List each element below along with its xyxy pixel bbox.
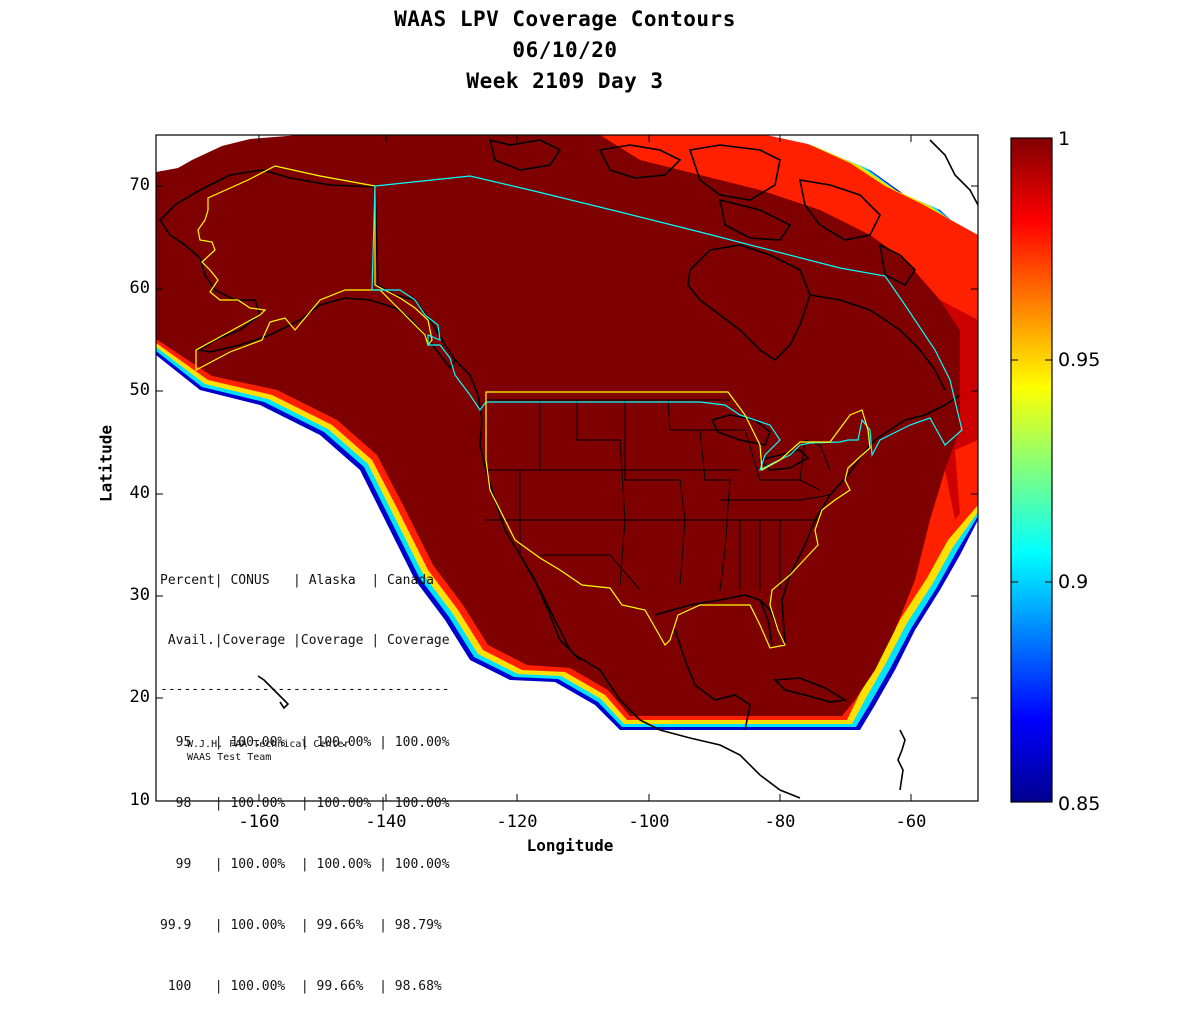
alaska-outline xyxy=(195,165,433,371)
coverage-contours xyxy=(156,135,978,730)
stats-row: 99 | 100.00% | 100.00% | 100.00% xyxy=(160,856,450,872)
chart-title: WAAS LPV Coverage Contours xyxy=(394,7,736,31)
stats-row: 100 | 100.00% | 99.66% | 98.68% xyxy=(160,978,442,994)
colorbar-tick-label: 0.85 xyxy=(1058,793,1101,815)
colorbar-tick-label: 1 xyxy=(1058,128,1071,150)
x-tick-label: -140 xyxy=(365,812,407,832)
colorbar-ticks xyxy=(1011,359,1052,583)
conus-outline xyxy=(485,391,871,649)
y-tick-label: 70 xyxy=(129,175,150,195)
coverage-stats-table: Percent| CONUS | Alaska | Canada Avail.|… xyxy=(160,530,450,1017)
x-tick-label: -120 xyxy=(496,812,538,832)
stats-row: 99.9 | 100.00% | 99.66% | 98.79% xyxy=(160,917,442,933)
chart-week-day: Week 2109 Day 3 xyxy=(466,69,664,93)
y-axis-label: Latitude xyxy=(96,424,116,503)
region-outlines xyxy=(195,165,963,649)
x-axis-label: Longitude xyxy=(526,836,614,855)
plot-frame xyxy=(155,134,979,802)
x-tick-label: -160 xyxy=(238,812,280,832)
x-tick-label: -100 xyxy=(628,812,670,832)
y-tick-label: 40 xyxy=(129,483,150,503)
stats-row: 98 | 100.00% | 100.00% | 100.00% xyxy=(160,795,450,811)
stats-row: 95 | 100.00% | 100.00% | 100.00% xyxy=(160,734,450,750)
canada-outline xyxy=(371,175,963,472)
colorbar-tick-label: 0.9 xyxy=(1058,571,1089,593)
y-tick-label: 50 xyxy=(129,380,150,400)
stats-header-1: Percent| CONUS | Alaska | Canada xyxy=(160,572,434,588)
x-tick-label: -80 xyxy=(764,812,796,832)
coverage-map xyxy=(155,134,1053,803)
chart-date: 06/10/20 xyxy=(512,38,618,62)
colorbar-tick-label: 0.95 xyxy=(1058,349,1101,371)
x-tick-label: -60 xyxy=(895,812,927,832)
credit-line: W.J.H. FAA Technical Center xyxy=(187,739,350,750)
state-boundaries xyxy=(486,399,831,591)
y-tick-label: 60 xyxy=(129,278,150,298)
axis-ticks xyxy=(156,135,978,801)
y-tick-label: 20 xyxy=(129,687,150,707)
y-tick-label: 10 xyxy=(129,790,150,810)
credit-line: WAAS Test Team xyxy=(187,752,272,763)
stats-header-2: Avail.|Coverage |Coverage | Coverage xyxy=(160,633,450,649)
y-tick-label: 30 xyxy=(129,585,150,605)
colorbar xyxy=(1010,137,1053,803)
contour-full-coverage xyxy=(156,135,960,716)
